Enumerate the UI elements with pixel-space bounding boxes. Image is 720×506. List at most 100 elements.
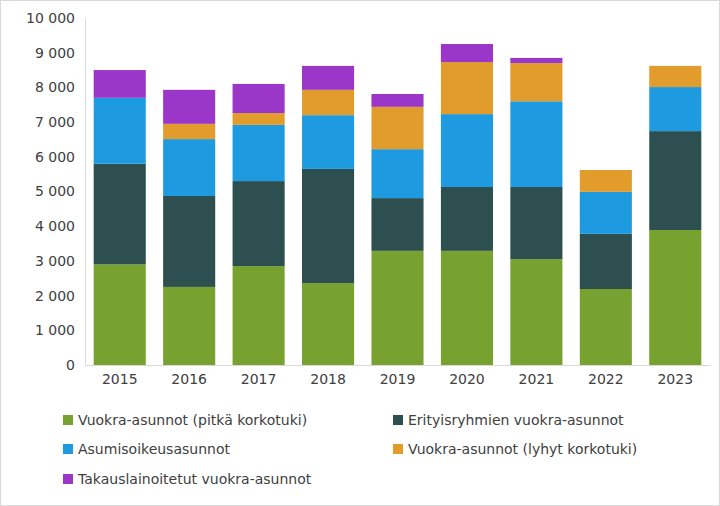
bar	[580, 234, 632, 289]
bar	[233, 84, 285, 113]
y-tick: 1 000	[35, 322, 85, 338]
bar	[510, 101, 562, 187]
bar-series	[94, 44, 563, 124]
legend-item: Asumisoikeusasunnot	[63, 441, 230, 457]
x-tick-label: 2021	[519, 371, 555, 387]
bar	[233, 266, 285, 365]
x-tick-label: 2022	[588, 371, 624, 387]
bar	[371, 107, 423, 149]
bar	[371, 198, 423, 251]
x-tick: 2018	[310, 365, 346, 387]
y-tick-label: 3 000	[35, 253, 75, 269]
y-tick: 9 000	[35, 45, 85, 61]
y-tick: 0	[66, 357, 85, 373]
legend-item: Takauslainoitetut vuokra-asunnot	[63, 471, 312, 487]
bar	[233, 181, 285, 266]
bar	[649, 230, 701, 365]
bar	[580, 170, 632, 192]
x-tick: 2015	[102, 365, 138, 387]
y-tick-label: 9 000	[35, 45, 75, 61]
x-tick-label: 2019	[380, 371, 416, 387]
bar	[441, 62, 493, 114]
legend-swatch	[63, 444, 73, 454]
bar-series	[94, 87, 702, 234]
bar	[510, 63, 562, 101]
chart-border	[1, 1, 720, 506]
bar	[649, 131, 701, 230]
legend-swatch	[393, 444, 403, 454]
y-tick: 10 000	[26, 10, 85, 26]
bar	[441, 44, 493, 62]
bar	[510, 259, 562, 365]
legend-label: Takauslainoitetut vuokra-asunnot	[77, 471, 312, 487]
legend-item: Vuokra-asunnot (pitkä korkotuki)	[63, 412, 307, 428]
y-tick: 2 000	[35, 288, 85, 304]
y-tick-label: 5 000	[35, 183, 75, 199]
bar	[371, 149, 423, 198]
y-tick-label: 10 000	[26, 10, 75, 26]
bar	[302, 115, 354, 169]
bar	[302, 283, 354, 365]
y-tick: 6 000	[35, 149, 85, 165]
bar	[163, 139, 215, 196]
bar	[94, 164, 146, 265]
bar	[580, 192, 632, 234]
bar	[302, 169, 354, 283]
x-tick: 2022	[588, 365, 624, 387]
legend-item: Erityisryhmien vuokra-asunnot	[393, 412, 624, 428]
x-tick-label: 2017	[241, 371, 277, 387]
x-tick: 2017	[241, 365, 277, 387]
x-tick: 2023	[657, 365, 693, 387]
bar	[94, 70, 146, 98]
y-tick-label: 4 000	[35, 218, 75, 234]
x-tick-label: 2023	[657, 371, 693, 387]
x-tick-label: 2015	[102, 371, 138, 387]
bar	[580, 169, 632, 170]
y-tick-label: 1 000	[35, 322, 75, 338]
bar	[163, 124, 215, 139]
x-axis: 2015 2016 2017 2018 2019 2020 2021 2022 2023	[86, 365, 711, 387]
legend-label: Vuokra-asunnot (lyhyt korkotuki)	[408, 441, 637, 457]
bar	[580, 289, 632, 365]
bar	[94, 98, 146, 164]
y-axis: 0 1 000 2 000 3 000 4 000 5 000 6 000 7 000 8 00…	[26, 10, 86, 373]
legend-swatch	[63, 415, 73, 425]
bar	[163, 287, 215, 365]
y-tick-label: 6 000	[35, 149, 75, 165]
y-tick: 3 000	[35, 253, 85, 269]
x-tick-label: 2016	[171, 371, 207, 387]
bar	[510, 58, 562, 63]
bar	[302, 66, 354, 90]
legend-swatch	[63, 474, 73, 484]
y-tick-label: 7 000	[35, 114, 75, 130]
x-tick-label: 2018	[310, 371, 346, 387]
bar	[233, 125, 285, 181]
legend-label: Vuokra-asunnot (pitkä korkotuki)	[78, 412, 307, 428]
x-tick: 2019	[380, 365, 416, 387]
bar	[649, 66, 701, 87]
x-tick-label: 2020	[449, 371, 485, 387]
x-tick: 2020	[449, 365, 485, 387]
y-tick-label: 8 000	[35, 79, 75, 95]
bar	[233, 113, 285, 125]
y-tick: 7 000	[35, 114, 85, 130]
x-tick: 2016	[171, 365, 207, 387]
y-tick: 4 000	[35, 218, 85, 234]
legend: Vuokra-asunnot (pitkä korkotuki) Erityisr…	[63, 412, 637, 487]
bar	[649, 87, 701, 131]
bar-series	[94, 131, 702, 289]
y-tick: 8 000	[35, 79, 85, 95]
bar-series	[163, 62, 701, 192]
legend-swatch	[393, 415, 403, 425]
bars	[94, 44, 702, 365]
y-tick-label: 2 000	[35, 288, 75, 304]
bar	[163, 196, 215, 287]
bar	[371, 251, 423, 365]
legend-item: Vuokra-asunnot (lyhyt korkotuki)	[393, 441, 637, 457]
bar	[649, 65, 701, 66]
legend-label: Erityisryhmien vuokra-asunnot	[408, 412, 624, 428]
x-tick: 2021	[519, 365, 555, 387]
x-axis-line	[86, 365, 711, 366]
legend-label: Asumisoikeusasunnot	[78, 441, 230, 457]
y-tick-label: 0	[66, 357, 75, 373]
